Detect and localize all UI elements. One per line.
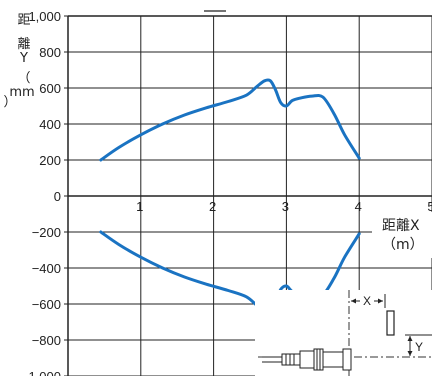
x-tick-label-4: 5 (427, 199, 432, 214)
y-axis-label: 距 離 Y （ mm ） (3, 13, 34, 110)
y-label-char-1: 離 (17, 37, 30, 52)
y-tick-label-8: −600 (32, 297, 61, 312)
y-label-char-0: 距 (17, 13, 30, 28)
y-tick-label-1: 800 (39, 45, 61, 60)
x-tick-label-2: 3 (282, 199, 289, 214)
y-label-char-4: mm (9, 85, 34, 100)
y-tick-label-5: 0 (54, 189, 61, 204)
y-label-char-2: Y (19, 51, 28, 66)
y-tick-label-6: −200 (32, 225, 61, 240)
inset-target (386, 310, 395, 336)
x-tick-label-3: 4 (355, 199, 362, 214)
x-tick-label-0: 1 (136, 199, 143, 214)
y-label-char-5: ） (3, 95, 16, 110)
x-axis-label: 距離X （m） (372, 212, 432, 258)
top-tab (196, 2, 232, 16)
inset-y-arrow-bottom (407, 351, 413, 356)
x-tick-label-1: 2 (209, 199, 216, 214)
inset-x-label: X (363, 294, 371, 308)
y-tick-label-0: 1,000 (28, 9, 61, 24)
y-label-char-3: （ (17, 71, 30, 86)
inset-x-arrow-left (351, 298, 356, 304)
sensor-inset: X Y (255, 290, 432, 376)
axes (64, 15, 432, 376)
y-tick-label-2: 600 (39, 81, 61, 96)
x-tick-labels: 1 2 3 4 5 (136, 199, 432, 214)
inset-y-arrow-top (407, 336, 413, 341)
sensor-icon (262, 348, 352, 371)
x-label-backdrop (372, 212, 432, 258)
x-label-unit: （m） (382, 237, 424, 253)
y-tick-label-10: −1,000 (21, 369, 61, 376)
y-tick-label-3: 400 (39, 117, 61, 132)
series-line-0 (99, 78, 361, 162)
y-tick-label-9: −800 (32, 333, 61, 348)
inset-x-arrow-right (378, 298, 383, 304)
y-tick-label-4: 200 (39, 153, 61, 168)
y-tick-label-7: −400 (32, 261, 61, 276)
x-label-text: 距離X (382, 217, 420, 234)
inset-y-label: Y (415, 340, 423, 354)
y-tick-labels: 1,000 800 600 400 200 0 −200 −400 −600 −800 −1,000 (21, 9, 61, 376)
